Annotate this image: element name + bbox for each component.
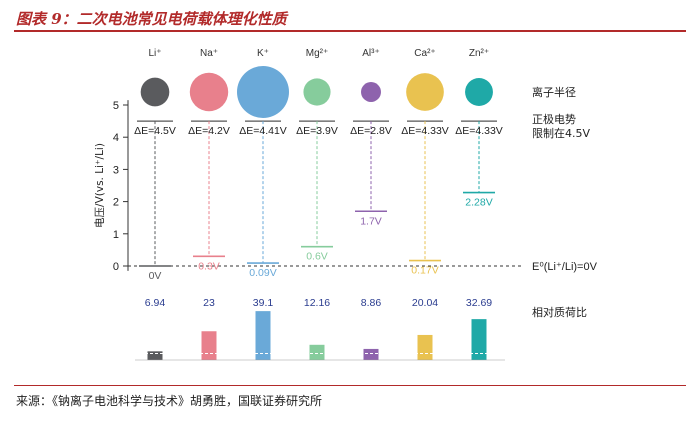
potential-label: 0.3V xyxy=(198,260,220,272)
potential-label: 0.6V xyxy=(306,251,328,263)
y-tick-label: 0 xyxy=(113,261,119,273)
ion-radius-circle xyxy=(237,66,289,118)
mass-charge-value: 39.1 xyxy=(253,297,274,309)
ion-group-6: Zn²⁺ 2.28V ΔE=4.33V 32.69 xyxy=(455,48,503,360)
ion-group-4: Al³⁺ 1.7V ΔE=2.8V 8.86 xyxy=(350,48,392,360)
mass-charge-value: 12.16 xyxy=(304,297,330,309)
y-tick-label: 3 xyxy=(113,164,119,176)
delta-e-label: ΔE=4.33V xyxy=(401,125,449,137)
y-tick-label: 1 xyxy=(113,229,119,241)
y-tick-label: 2 xyxy=(113,197,119,209)
ion-symbol: Mg²⁺ xyxy=(306,48,329,59)
mass-charge-bar xyxy=(417,334,433,360)
ion-radius-label: 离子半径 xyxy=(532,85,576,99)
ion-radius-circle xyxy=(189,72,229,112)
ion-group-1: Na⁺ 0.3V ΔE=4.2V 23 xyxy=(188,48,230,360)
chart-marks: Li⁺ 0V ΔE=4.5V 6.94 Na⁺ 0.3V ΔE=4.2V 23 K⁺ 0.09V Δ… xyxy=(134,48,505,361)
mass-charge-ratio-label: 相对质荷比 xyxy=(532,305,587,319)
potential-label: 2.28V xyxy=(465,197,492,209)
potential-label: 0.17V xyxy=(411,265,438,277)
y-tick-label: 5 xyxy=(113,100,119,112)
mass-charge-bar xyxy=(255,311,271,360)
potential-label: 0V xyxy=(149,270,162,282)
ion-radius-circle xyxy=(361,82,381,102)
cathode-limit-label-line2: 限制在4.5V xyxy=(532,127,590,140)
ion-symbol: Li⁺ xyxy=(148,48,161,59)
delta-e-label: ΔE=4.2V xyxy=(188,125,230,137)
ion-radius-circle xyxy=(465,78,493,106)
page-title: 图表 9：二次电池常见电荷载体理化性质 xyxy=(16,10,287,28)
mass-charge-value: 32.69 xyxy=(466,297,492,309)
mass-charge-bar xyxy=(147,351,163,360)
mass-charge-value: 6.94 xyxy=(145,297,166,309)
e0-reference-label: E⁰(Li⁺/Li)=0V xyxy=(532,261,598,273)
mass-charge-value: 20.04 xyxy=(412,297,438,309)
delta-e-label: ΔE=4.33V xyxy=(455,125,503,137)
ion-radius-circle xyxy=(303,78,331,106)
ion-group-5: Ca²⁺ 0.17V ΔE=4.33V 20.04 xyxy=(401,48,449,360)
delta-e-label: ΔE=2.8V xyxy=(350,125,392,137)
ion-symbol: K⁺ xyxy=(257,48,269,59)
mass-charge-bar xyxy=(201,331,217,360)
ion-radius-circle xyxy=(406,73,444,111)
y-tick-label: 4 xyxy=(113,132,119,144)
ion-symbol: Ca²⁺ xyxy=(414,48,435,59)
mass-charge-bar xyxy=(363,348,379,360)
mass-charge-value: 23 xyxy=(203,297,215,309)
delta-e-label: ΔE=4.41V xyxy=(239,125,287,137)
row-labels: 离子半径 正极电势 限制在4.5V E⁰(Li⁺/Li)=0V 相对质荷比 xyxy=(532,85,598,319)
ion-group-0: Li⁺ 0V ΔE=4.5V 6.94 xyxy=(134,48,176,360)
y-axis-label: 电压/V(vs. Li⁺/Li) xyxy=(93,143,106,228)
ion-group-3: Mg²⁺ 0.6V ΔE=3.9V 12.16 xyxy=(296,48,338,360)
potential-label: 0.09V xyxy=(249,267,276,279)
source-note: 来源：《钠离子电池科学与技术》胡勇胜，国联证券研究所 xyxy=(16,394,323,408)
y-axis: 电压/V(vs. Li⁺/Li) 0 1 2 3 4 5 xyxy=(93,100,129,273)
potential-label: 1.7V xyxy=(360,215,382,227)
ion-radius-circle xyxy=(140,77,170,107)
delta-e-label: ΔE=3.9V xyxy=(296,125,338,137)
source-divider xyxy=(14,385,686,386)
cathode-limit-label-line1: 正极电势 xyxy=(532,112,576,126)
delta-e-label: ΔE=4.5V xyxy=(134,125,176,137)
ion-symbol: Na⁺ xyxy=(200,48,218,59)
ion-group-2: K⁺ 0.09V ΔE=4.41V 39.1 xyxy=(237,48,289,360)
mass-charge-bar xyxy=(471,319,487,360)
mass-charge-bar xyxy=(309,344,325,360)
ion-symbol: Al³⁺ xyxy=(362,48,380,59)
mass-charge-value: 8.86 xyxy=(361,297,382,309)
title-divider xyxy=(14,30,686,32)
ion-symbol: Zn²⁺ xyxy=(469,48,489,59)
